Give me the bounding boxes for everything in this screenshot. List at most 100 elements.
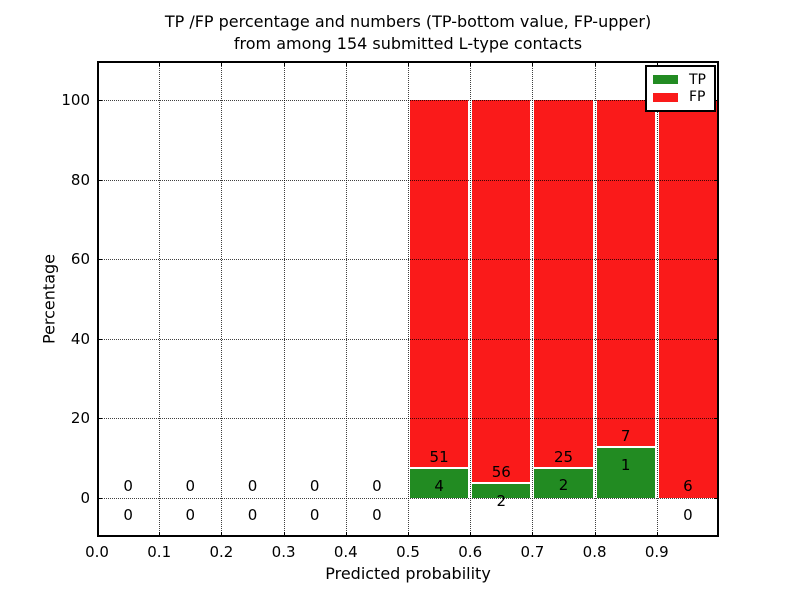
stacked-bar bbox=[472, 100, 531, 498]
stacked-bar bbox=[596, 100, 655, 498]
y-tick-mark bbox=[97, 100, 102, 102]
bar-fp-segment bbox=[534, 100, 593, 498]
gridline bbox=[532, 61, 534, 537]
fp-count-label: 0 bbox=[123, 477, 133, 496]
x-tick-mark bbox=[283, 61, 285, 66]
x-tick-mark bbox=[221, 61, 223, 66]
gridline bbox=[594, 61, 596, 537]
tp-count-label: 4 bbox=[434, 476, 444, 495]
y-tick-label: 40 bbox=[70, 329, 90, 348]
x-tick-label: 0.6 bbox=[458, 543, 483, 561]
gridline bbox=[408, 61, 409, 537]
tp-count-label: 2 bbox=[496, 491, 507, 510]
chart-title: TP /FP percentage and numbers (TP-bottom… bbox=[97, 11, 719, 55]
x-tick-mark bbox=[532, 61, 534, 66]
plot-area: TP FP 0 0 0 0 0 0 0 0 0 0 51 4 56 2 25 2 7 1 6 0 bbox=[97, 61, 719, 537]
x-tick-label: 0.4 bbox=[333, 543, 358, 561]
gridline bbox=[656, 61, 658, 537]
y-tick-mark bbox=[97, 338, 102, 340]
legend-swatch-fp bbox=[653, 92, 678, 102]
tp-count-label: 0 bbox=[123, 505, 133, 524]
fp-count-label: 0 bbox=[309, 477, 320, 496]
tp-count-label: 1 bbox=[620, 455, 631, 474]
x-tick-mark bbox=[470, 61, 472, 66]
tp-count-label: 0 bbox=[185, 505, 196, 524]
x-tick-mark bbox=[656, 61, 658, 66]
tp-count-label: 2 bbox=[558, 476, 569, 495]
x-tick-mark bbox=[470, 532, 472, 537]
legend-item: FP bbox=[653, 90, 708, 104]
bar-tp-segment bbox=[534, 466, 593, 498]
x-tick-mark bbox=[159, 532, 161, 537]
x-tick-label: 0.9 bbox=[644, 543, 669, 561]
fp-count-label: 25 bbox=[553, 447, 574, 466]
chart-title-line2: from among 154 submitted L-type contacts bbox=[233, 34, 583, 53]
y-tick-mark bbox=[97, 418, 102, 420]
chart-title-line1: TP /FP percentage and numbers (TP-bottom… bbox=[164, 12, 652, 31]
bar-fp-segment bbox=[472, 100, 531, 498]
x-tick-label: 0.1 bbox=[147, 543, 172, 561]
bar-fp-segment bbox=[410, 100, 469, 498]
y-tick-mark bbox=[714, 418, 719, 420]
bar-fp-segment bbox=[658, 100, 719, 498]
fp-count-label: 7 bbox=[620, 427, 631, 446]
x-tick-mark bbox=[718, 532, 719, 537]
x-tick-mark bbox=[345, 61, 347, 66]
y-tick-label: 0 bbox=[80, 489, 90, 507]
x-tick-mark bbox=[594, 532, 596, 537]
x-tick-mark bbox=[656, 532, 658, 537]
x-tick-label: 0.3 bbox=[271, 543, 296, 561]
bar-tp-segment bbox=[472, 482, 531, 498]
gridline bbox=[97, 498, 719, 499]
x-tick-mark bbox=[345, 532, 347, 537]
tp-count-label: 0 bbox=[372, 505, 382, 524]
fp-count-label: 51 bbox=[429, 448, 449, 467]
x-tick-mark bbox=[159, 61, 161, 66]
y-tick-mark bbox=[97, 179, 102, 181]
y-tick-label: 20 bbox=[70, 409, 90, 428]
x-tick-mark bbox=[97, 61, 98, 66]
gridline bbox=[470, 61, 472, 537]
x-tick-mark bbox=[594, 61, 596, 66]
tp-count-label: 0 bbox=[683, 505, 693, 524]
y-tick-mark bbox=[714, 498, 719, 499]
bar-tp-segment bbox=[596, 446, 655, 498]
x-tick-mark bbox=[718, 61, 719, 66]
y-tick-mark bbox=[714, 338, 719, 340]
x-tick-mark bbox=[408, 532, 409, 537]
y-tick-mark bbox=[97, 259, 102, 261]
gridline bbox=[345, 61, 347, 537]
gridline bbox=[97, 100, 719, 102]
gridline bbox=[97, 418, 719, 420]
x-tick-mark bbox=[221, 532, 223, 537]
y-tick-mark bbox=[97, 498, 102, 499]
gridline bbox=[97, 338, 719, 340]
gridline bbox=[97, 179, 719, 181]
fp-count-label: 56 bbox=[491, 463, 511, 482]
x-tick-label: 0.8 bbox=[582, 543, 607, 561]
x-tick-label: 0.7 bbox=[520, 543, 545, 561]
gridline bbox=[221, 61, 223, 537]
stacked-bar bbox=[410, 100, 469, 498]
y-tick-mark bbox=[714, 259, 719, 261]
x-tick-mark bbox=[97, 532, 98, 537]
bar-tp-segment bbox=[410, 467, 469, 498]
fp-count-label: 6 bbox=[683, 477, 693, 496]
legend-item: TP bbox=[653, 73, 708, 87]
y-tick-mark bbox=[714, 100, 719, 102]
gridline bbox=[283, 61, 285, 537]
tp-count-label: 0 bbox=[247, 505, 258, 524]
legend-label-fp: FP bbox=[689, 89, 706, 106]
x-tick-label: 0.0 bbox=[85, 543, 109, 561]
fp-count-label: 0 bbox=[372, 477, 382, 496]
fp-count-label: 0 bbox=[185, 477, 196, 496]
gridline bbox=[159, 61, 161, 537]
x-tick-label: 0.2 bbox=[209, 543, 234, 561]
fp-count-label: 0 bbox=[247, 477, 258, 496]
gridline bbox=[97, 259, 719, 261]
legend-label-tp: TP bbox=[689, 71, 706, 88]
y-tick-label: 60 bbox=[70, 250, 90, 269]
y-tick-label: 80 bbox=[70, 170, 90, 189]
x-tick-mark bbox=[532, 532, 534, 537]
x-axis-label: Predicted probability bbox=[325, 564, 491, 583]
